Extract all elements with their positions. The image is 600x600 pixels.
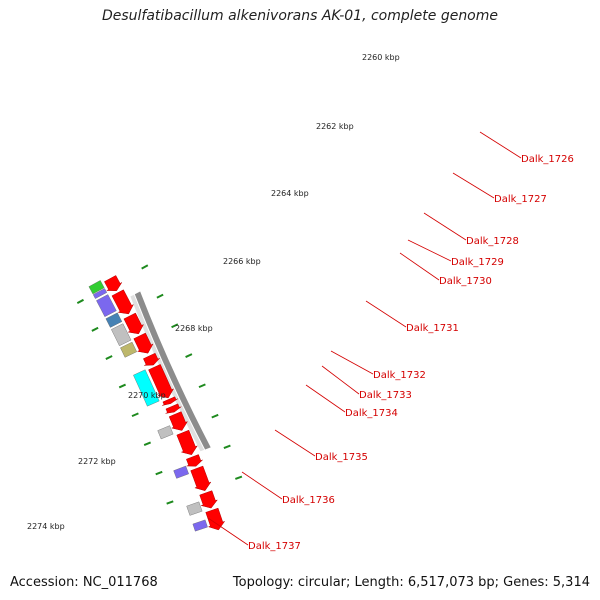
- gene-label: Dalk_1730: [439, 276, 492, 287]
- forward-gene-arrow: [165, 403, 182, 414]
- outer-major-tick: [185, 353, 193, 358]
- forward-gene-arrow: [133, 332, 154, 354]
- kbp-label: 2274 kbp: [27, 522, 65, 531]
- kbp-label: 2264 kbp: [271, 189, 309, 198]
- reverse-gene-block: [173, 465, 189, 479]
- reverse-gene-block: [111, 323, 132, 347]
- forward-gene-arrow: [104, 275, 123, 291]
- reverse-gene-block: [192, 519, 208, 532]
- reverse-gene-block: [120, 341, 137, 358]
- reverse-gene-block: [92, 288, 108, 299]
- reverse-gene-block: [96, 294, 117, 317]
- inner-major-tick: [118, 383, 126, 389]
- outer-major-tick: [198, 383, 206, 389]
- kbp-label: 2270 kbp: [128, 391, 166, 400]
- gene-label: Dalk_1727: [494, 194, 547, 205]
- reverse-gene-block: [186, 501, 203, 516]
- gene-label: Dalk_1736: [282, 495, 335, 506]
- gene-label: Dalk_1734: [345, 408, 398, 419]
- outer-major-tick: [156, 293, 164, 299]
- kbp-label: 2272 kbp: [78, 457, 116, 466]
- forward-gene-arrow: [199, 490, 219, 509]
- gene-label: Dalk_1735: [315, 452, 368, 463]
- forward-gene-arrow: [168, 411, 189, 431]
- inner-major-tick: [76, 298, 84, 304]
- backbone-outer: [134, 291, 211, 450]
- inner-major-tick: [91, 326, 99, 332]
- reverse-gene-block: [157, 425, 174, 440]
- outer-major-tick: [235, 475, 243, 480]
- reverse-gene-block: [133, 369, 160, 407]
- gene-label: Dalk_1733: [359, 390, 412, 401]
- forward-gene-arrow: [190, 465, 212, 491]
- kbp-label: 2266 kbp: [223, 257, 261, 266]
- gene-leader-line: [241, 471, 283, 500]
- forward-gene-arrow: [143, 352, 160, 366]
- gene-leader-line: [407, 239, 452, 262]
- outer-major-tick: [141, 264, 149, 270]
- gene-label: Dalk_1729: [451, 257, 504, 268]
- outer-major-tick: [223, 444, 231, 450]
- forward-gene-arrow: [162, 396, 178, 406]
- gene-leader-line: [274, 429, 316, 457]
- inner-major-tick: [155, 470, 163, 476]
- forward-gene-arrow: [111, 289, 134, 315]
- outer-major-tick: [171, 323, 179, 329]
- forward-gene-arrow: [176, 429, 198, 456]
- forward-gene-arrow: [205, 507, 226, 531]
- reverse-gene-block: [105, 312, 123, 328]
- gene-leader-line: [452, 172, 495, 199]
- gene-label: Dalk_1732: [373, 370, 426, 381]
- outer-major-tick: [211, 413, 219, 419]
- gene-leader-line: [479, 131, 522, 159]
- forward-gene-arrow: [123, 312, 145, 335]
- gene-label: Dalk_1726: [521, 154, 574, 165]
- gene-leader-line: [365, 300, 407, 328]
- forward-gene-arrow: [148, 364, 175, 399]
- accession-label: Accession: NC_011768: [10, 575, 158, 590]
- gene-label: Dalk_1737: [248, 541, 301, 552]
- gene-leader-line: [399, 252, 440, 281]
- gene-leader-line: [207, 517, 249, 546]
- inner-major-tick: [166, 500, 174, 505]
- inner-major-tick: [131, 412, 139, 418]
- gene-label: Dalk_1728: [466, 236, 519, 247]
- genome-summary: Topology: circular; Length: 6,517,073 bp…: [232, 575, 590, 590]
- gene-label: Dalk_1731: [406, 323, 459, 334]
- gene-leader-line: [305, 384, 346, 413]
- kbp-label: 2260 kbp: [362, 53, 400, 62]
- kbp-label: 2268 kbp: [175, 324, 213, 333]
- backbone-inner: [130, 294, 205, 452]
- gene-leader-line: [330, 350, 374, 375]
- kbp-label: 2262 kbp: [316, 122, 354, 131]
- inner-major-tick: [105, 355, 113, 360]
- map-title: Desulfatibacillum alkenivorans AK-01, co…: [101, 8, 499, 24]
- reverse-gene-block: [88, 280, 105, 295]
- gene-leader-line: [321, 365, 360, 395]
- gene-leader-line: [423, 212, 467, 241]
- inner-major-tick: [143, 441, 152, 447]
- forward-gene-arrow: [186, 454, 203, 467]
